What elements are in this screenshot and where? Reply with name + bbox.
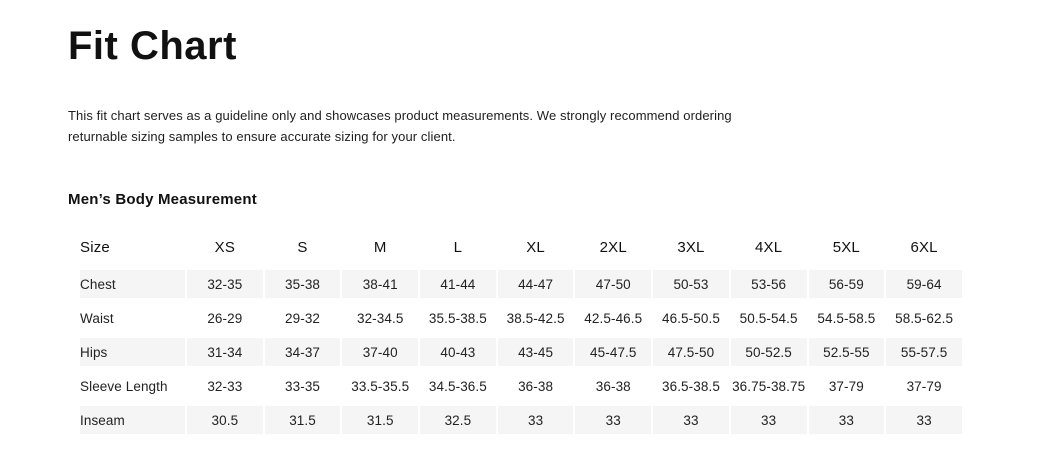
measurement-cell: 50-53 (652, 267, 730, 301)
measurement-cell: 31.5 (341, 403, 419, 437)
measurement-cell: 33 (808, 403, 886, 437)
measurement-cell: 33 (730, 403, 808, 437)
measurement-cell: 33 (885, 403, 963, 437)
column-header-2xl: 2XL (599, 238, 627, 256)
measurement-cell: 44-47 (497, 267, 575, 301)
measurement-cell: 52.5-55 (808, 335, 886, 369)
table-header-row: Size XS S M L XL 2XL 3XL 4XL 5XL 6XL (68, 227, 963, 267)
measurement-cell: 36-38 (518, 378, 554, 394)
column-header-6xl: 6XL (910, 238, 938, 256)
measurement-cell: 33-35 (285, 378, 321, 394)
measurement-cell: 46.5-50.5 (661, 310, 720, 326)
measurement-cell: 33.5-35.5 (351, 378, 410, 394)
measurement-cell: 33 (574, 403, 652, 437)
measurement-cell: 32-35 (186, 267, 264, 301)
measurement-cell: 53-56 (730, 267, 808, 301)
table-row: Hips 31-34 34-37 37-40 40-43 43-45 45-47.5 47.5… (68, 335, 963, 369)
measurement-cell: 54.5-58.5 (817, 310, 876, 326)
row-label: Waist (80, 310, 114, 326)
measurement-cell: 47.5-50 (652, 335, 730, 369)
row-label: Inseam (68, 403, 186, 437)
measurement-cell: 50.5-54.5 (739, 310, 798, 326)
measurement-cell: 32-34.5 (356, 310, 404, 326)
measurement-cell: 33 (652, 403, 730, 437)
measurement-cell: 47-50 (574, 267, 652, 301)
table-row: Sleeve Length 32-33 33-35 33.5-35.5 34.5-36.… (68, 369, 963, 403)
measurement-cell: 59-64 (885, 267, 963, 301)
measurement-cell: 42.5-46.5 (584, 310, 643, 326)
fit-chart-page: Fit Chart This fit chart serves as a gui… (68, 24, 963, 437)
measurement-cell: 35-38 (264, 267, 342, 301)
column-header-5xl: 5XL (832, 238, 860, 256)
table-row: Chest 32-35 35-38 38-41 41-44 44-47 47-50 50-53… (68, 267, 963, 301)
measurement-cell: 56-59 (808, 267, 886, 301)
column-header-xs: XS (214, 238, 236, 256)
section-title: Men’s Body Measurement (68, 191, 257, 208)
row-label: Chest (68, 267, 186, 301)
measurement-cell: 30.5 (186, 403, 264, 437)
table-head: Size XS S M L XL 2XL 3XL 4XL 5XL 6XL (68, 227, 963, 267)
table-body: Chest 32-35 35-38 38-41 41-44 44-47 47-50 50-53… (68, 267, 963, 437)
measurement-cell: 50-52.5 (730, 335, 808, 369)
measurement-cell: 36-38 (595, 378, 631, 394)
measurement-cell: 45-47.5 (574, 335, 652, 369)
column-header-s: S (297, 238, 308, 256)
column-header-xl: XL (526, 238, 545, 256)
table-row: Waist 26-29 29-32 32-34.5 35.5-38.5 38.5-42.5… (68, 301, 963, 335)
measurement-cell: 36.5-38.5 (661, 378, 720, 394)
column-header-m: M (373, 238, 387, 256)
page-description: This fit chart serves as a guideline onl… (68, 108, 732, 144)
measurement-cell: 37-79 (828, 378, 864, 394)
measurement-cell: 33 (497, 403, 575, 437)
measurement-cell: 35.5-38.5 (428, 310, 487, 326)
measurement-cell: 32.5 (419, 403, 497, 437)
measurement-cell: 37-79 (906, 378, 942, 394)
measurement-cell: 31.5 (264, 403, 342, 437)
column-header-4xl: 4XL (755, 238, 783, 256)
measurement-cell: 38-41 (341, 267, 419, 301)
measurement-cell: 37-40 (341, 335, 419, 369)
measurement-table: Size XS S M L XL 2XL 3XL 4XL 5XL 6XL Chest 32-35 35-… (68, 227, 963, 437)
measurement-cell: 38.5-42.5 (506, 310, 565, 326)
measurement-cell: 40-43 (419, 335, 497, 369)
row-label: Sleeve Length (80, 378, 168, 394)
measurement-cell: 41-44 (419, 267, 497, 301)
measurement-cell: 36.75-38.75 (732, 378, 806, 394)
table-row: Inseam 30.5 31.5 31.5 32.5 33 33 33 33 33 33 (68, 403, 963, 437)
row-label: Hips (68, 335, 186, 369)
measurement-cell: 29-32 (285, 310, 321, 326)
measurement-cell: 32-33 (207, 378, 243, 394)
measurement-cell: 34.5-36.5 (428, 378, 487, 394)
measurement-cell: 26-29 (207, 310, 243, 326)
measurement-cell: 31-34 (186, 335, 264, 369)
measurement-cell: 34-37 (264, 335, 342, 369)
column-header-size: Size (80, 238, 110, 256)
measurement-cell: 43-45 (497, 335, 575, 369)
measurement-cell: 58.5-62.5 (895, 310, 954, 326)
page-title: Fit Chart (68, 24, 237, 68)
column-header-3xl: 3XL (677, 238, 705, 256)
column-header-l: L (453, 238, 463, 256)
measurement-cell: 55-57.5 (885, 335, 963, 369)
